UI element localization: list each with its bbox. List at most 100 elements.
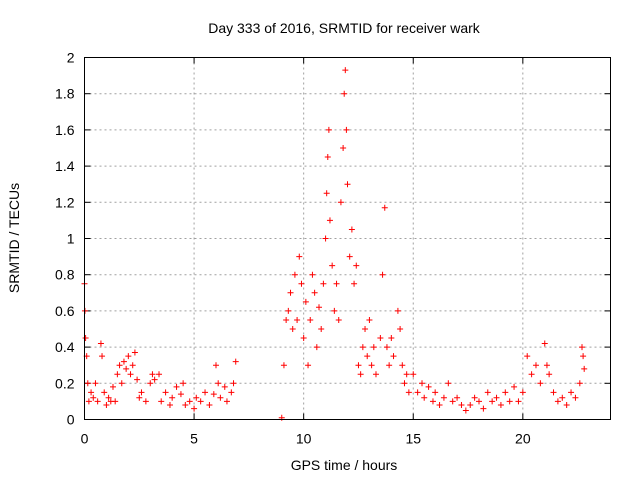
y-tick-label: 1.2 — [55, 194, 75, 210]
data-point — [399, 362, 406, 369]
data-point — [85, 398, 92, 405]
data-point — [397, 326, 404, 332]
data-point — [316, 304, 323, 311]
data-point — [581, 365, 588, 372]
data-point — [532, 362, 539, 369]
data-point — [537, 380, 544, 387]
data-point — [213, 362, 219, 369]
y-tick-label: 0.6 — [55, 303, 75, 319]
data-point — [355, 362, 362, 369]
axis-ticks: 00.20.40.60.811.21.41.61.820 5 10 15 20 — [55, 50, 611, 447]
data-point — [445, 380, 452, 387]
data-point — [329, 262, 336, 269]
x-tick-label: 0 — [81, 431, 89, 447]
data-point — [169, 394, 176, 401]
data-point — [572, 394, 579, 401]
data-point — [579, 344, 586, 351]
data-point — [351, 280, 358, 287]
data-point — [182, 402, 189, 409]
data-point — [550, 389, 557, 396]
x-axis-label: GPS time / hours — [291, 457, 398, 473]
data-point — [458, 402, 465, 409]
y-tick-label: 1.6 — [55, 122, 75, 138]
data-point — [302, 298, 309, 305]
data-point — [449, 398, 456, 405]
data-point — [287, 289, 294, 296]
data-point — [294, 316, 301, 323]
data-point — [476, 398, 482, 405]
data-point — [331, 307, 338, 314]
data-point — [405, 389, 412, 396]
data-point — [109, 383, 116, 390]
data-point — [156, 371, 163, 378]
data-point — [528, 371, 535, 378]
data-point — [138, 389, 145, 396]
data-point — [425, 383, 432, 390]
data-point — [142, 398, 149, 405]
data-point — [149, 371, 156, 378]
data-point — [309, 271, 316, 278]
data-point — [410, 371, 417, 378]
data-point — [440, 394, 447, 401]
data-point — [421, 394, 428, 401]
data-point — [320, 280, 327, 287]
data-point — [322, 235, 329, 242]
data-point — [116, 362, 123, 369]
data-point — [215, 380, 222, 387]
data-point — [359, 344, 366, 351]
data-point — [120, 358, 127, 365]
data-point — [82, 335, 89, 342]
data-point — [342, 67, 349, 74]
plot-frame — [84, 57, 611, 420]
data-point — [147, 380, 154, 387]
data-point — [92, 380, 99, 387]
data-point — [210, 391, 217, 398]
data-point — [394, 307, 401, 314]
data-point — [390, 353, 397, 360]
y-tick-label: 1.4 — [55, 158, 75, 174]
data-point — [506, 398, 513, 405]
data-point — [177, 391, 184, 398]
y-tick-label: 0.8 — [55, 267, 75, 283]
data-point — [193, 394, 200, 401]
data-point — [340, 145, 347, 151]
data-point — [471, 394, 478, 401]
data-point — [436, 402, 443, 409]
data-point — [186, 398, 193, 405]
data-point — [325, 126, 332, 133]
data-point — [289, 326, 296, 332]
data-point — [462, 407, 469, 414]
data-point — [291, 271, 298, 278]
data-point — [88, 389, 95, 396]
data-point — [515, 398, 522, 405]
data-point — [511, 383, 518, 390]
data-point — [151, 376, 158, 383]
x-tick-label: 5 — [190, 431, 198, 447]
data-point — [217, 394, 224, 401]
x-tick-label: 15 — [405, 431, 421, 447]
data-point — [94, 398, 101, 405]
data-point — [84, 380, 91, 387]
data-point — [333, 280, 340, 287]
data-point — [580, 353, 587, 360]
grid-lines — [84, 57, 611, 420]
y-tick-label: 0 — [67, 412, 75, 428]
data-point — [313, 344, 320, 351]
data-point — [335, 316, 342, 323]
y-tick-label: 1.8 — [55, 86, 75, 102]
data-point — [454, 394, 461, 401]
data-point — [388, 335, 395, 342]
data-point — [377, 335, 384, 342]
data-point — [305, 362, 312, 369]
data-point — [568, 389, 575, 396]
data-point — [103, 402, 110, 409]
data-point — [381, 204, 388, 211]
data-point — [191, 405, 198, 412]
data-point — [114, 371, 121, 378]
data-point — [232, 358, 239, 365]
data-point — [318, 326, 325, 332]
data-point — [480, 405, 487, 412]
data-point — [344, 181, 351, 188]
data-point — [401, 380, 408, 387]
